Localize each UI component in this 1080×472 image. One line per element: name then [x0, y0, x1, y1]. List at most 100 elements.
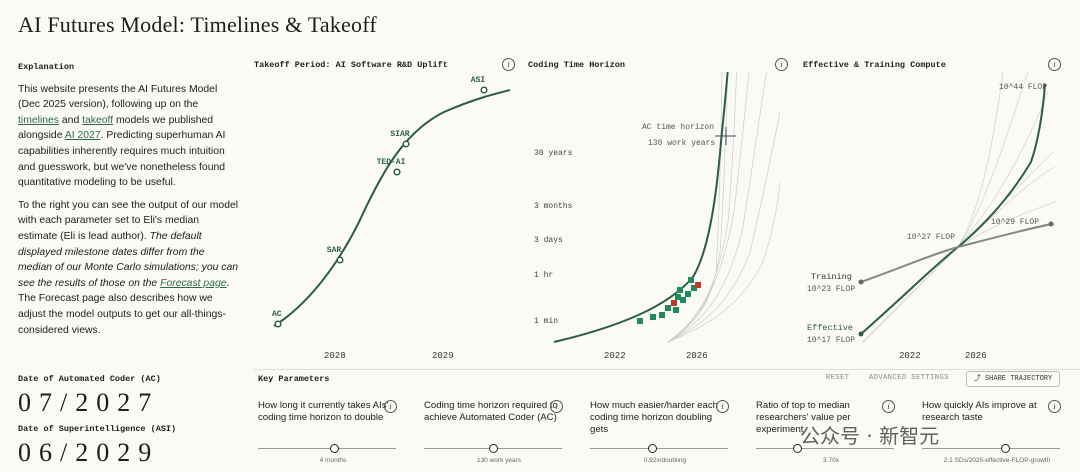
- explanation-heading: Explanation: [18, 62, 75, 72]
- x-tick-label: 2022: [899, 351, 921, 361]
- info-icon[interactable]: i: [384, 400, 397, 413]
- milestone-label: TED-AI: [377, 158, 406, 167]
- parameter-slider[interactable]: [756, 448, 894, 449]
- slider-knob[interactable]: [793, 444, 803, 453]
- info-icon[interactable]: i: [550, 400, 563, 413]
- text: To the right you can see the output of o…: [18, 199, 239, 242]
- parameter-question: Coding time horizon required to achieve …: [424, 400, 558, 423]
- flop-label: 10^23 FLOP: [807, 285, 855, 294]
- flop-label: 10^27 FLOP: [907, 233, 955, 242]
- parameter-card: How quickly AIs improve at research tast…: [922, 400, 1062, 436]
- observed-data-point: [671, 300, 677, 306]
- milestone-point: [402, 140, 410, 148]
- reset-button[interactable]: RESET: [826, 374, 850, 382]
- info-icon[interactable]: i: [1048, 58, 1061, 71]
- share-label: SHARE TRAJECTORY: [984, 375, 1053, 383]
- milestone-point: [336, 256, 344, 264]
- advanced-settings-button[interactable]: ADVANCED SETTINGS: [869, 374, 949, 382]
- parameter-card: How much easier/harder each coding time …: [590, 400, 730, 436]
- milestone-point: [274, 320, 282, 328]
- explanation-section: Explanation This website presents the AI…: [18, 60, 240, 345]
- x-tick-label: 2029: [432, 351, 454, 361]
- takeoff-panel-title: Takeoff Period: AI Software R&D Uplift: [254, 60, 448, 70]
- asi-date-value: 06/2029: [18, 438, 160, 467]
- uncertainty-trajectories: [862, 72, 1055, 343]
- y-tick-label: 3 months: [534, 202, 573, 211]
- share-trajectory-button[interactable]: ⤴ SHARE TRAJECTORY: [966, 371, 1060, 387]
- parameter-card: Coding time horizon required to achieve …: [424, 400, 564, 436]
- slider-knob[interactable]: [1000, 444, 1010, 453]
- x-tick-label: 2028: [324, 351, 346, 361]
- milestone-label: AC: [272, 310, 282, 319]
- text: . Predicting superhuman AI capabilities …: [18, 130, 226, 189]
- y-tick-label: 1 hr: [534, 271, 553, 280]
- series-label-effective: Effective: [807, 323, 853, 333]
- coding-horizon-chart: AC time horizon 130 work years 30 years …: [534, 72, 780, 361]
- compute-panel-title: Effective & Training Compute: [803, 60, 946, 70]
- info-icon[interactable]: i: [716, 400, 729, 413]
- text-italic: The default displayed milestone dates di…: [18, 230, 239, 289]
- takeoff-link[interactable]: takeoff: [82, 114, 114, 126]
- coding-panel-title: Coding Time Horizon: [528, 60, 625, 70]
- observed-data-point: [691, 285, 697, 291]
- flop-label: 10^17 FLOP: [807, 336, 855, 345]
- parameter-value: 4 months: [319, 457, 347, 464]
- slider-knob[interactable]: [648, 444, 658, 453]
- forecast-page-link[interactable]: Forecast page: [160, 277, 227, 289]
- x-tick-label: 2026: [965, 351, 987, 361]
- takeoff-chart: AC SAR TED-AI SIAR ASI 2028 2029: [272, 76, 511, 361]
- ai2027-link[interactable]: AI 2027: [64, 130, 101, 142]
- key-parameters-title: Key Parameters: [258, 374, 330, 384]
- text: and: [59, 114, 83, 126]
- ac-date-value: 07/2027: [18, 388, 160, 417]
- slider-knob[interactable]: [329, 444, 339, 453]
- info-icon[interactable]: i: [882, 400, 895, 413]
- y-tick-label: 1 min: [534, 317, 558, 326]
- observed-data-point: [673, 307, 679, 313]
- divider: [254, 369, 1080, 370]
- text: models we published alongside: [18, 114, 214, 142]
- observed-data-point: [680, 297, 686, 303]
- info-icon[interactable]: i: [1048, 400, 1061, 413]
- observed-data-point: [677, 287, 683, 293]
- parameter-slider[interactable]: [922, 448, 1060, 449]
- observed-data-point: [637, 318, 643, 324]
- parameter-slider[interactable]: [590, 448, 728, 449]
- observed-data-point: [685, 291, 691, 297]
- observed-data-point: [650, 314, 656, 320]
- observed-data-point: [675, 294, 681, 300]
- milestone-point: [480, 86, 488, 94]
- training-compute-line: [860, 223, 1052, 283]
- watermark: 公众号 · 新智元: [800, 424, 940, 448]
- info-icon[interactable]: i: [502, 58, 515, 71]
- ac-date-label: Date of Automated Coder (AC): [18, 374, 161, 384]
- text: . The Forecast page also describes how w…: [18, 277, 230, 336]
- y-tick-label: 3 days: [534, 236, 563, 245]
- parameter-question: How much easier/harder each coding time …: [590, 400, 718, 435]
- coding-horizon-curve: [553, 72, 729, 343]
- ac-annotation: AC time horizon: [642, 123, 714, 132]
- info-icon[interactable]: i: [775, 58, 788, 71]
- page-title: AI Futures Model: Timelines & Takeoff: [18, 12, 377, 37]
- x-tick-label: 2022: [604, 351, 626, 361]
- effective-compute-line: [860, 83, 1046, 335]
- x-tick-label: 2026: [686, 351, 708, 361]
- parameter-card: How long it currently takes AIs' coding …: [258, 400, 398, 436]
- observed-data-point: [659, 312, 665, 318]
- parameter-value: 130 work years: [476, 457, 522, 464]
- parameter-value: 0.92x/doubling: [643, 457, 687, 464]
- timelines-link[interactable]: timelines: [18, 114, 59, 126]
- takeoff-curve: [273, 89, 511, 327]
- series-label-training: Training: [811, 272, 852, 282]
- parameter-value: 2.1 SDs/2025-effective-FLOP-growth: [943, 457, 1051, 464]
- observed-data-point: [688, 277, 694, 283]
- slider-knob[interactable]: [489, 444, 498, 453]
- text: This website presents the AI Futures Mod…: [18, 83, 218, 111]
- y-tick-label: 30 years: [534, 149, 573, 158]
- milestone-label: SIAR: [390, 130, 409, 139]
- parameter-card: Ratio of top to median researchers' valu…: [756, 400, 896, 436]
- parameter-slider[interactable]: [258, 448, 396, 449]
- explanation-paragraph-2: To the right you can see the output of o…: [18, 198, 240, 338]
- parameter-question: How long it currently takes AIs' coding …: [258, 400, 389, 423]
- parameter-question: Ratio of top to median researchers' valu…: [756, 400, 851, 435]
